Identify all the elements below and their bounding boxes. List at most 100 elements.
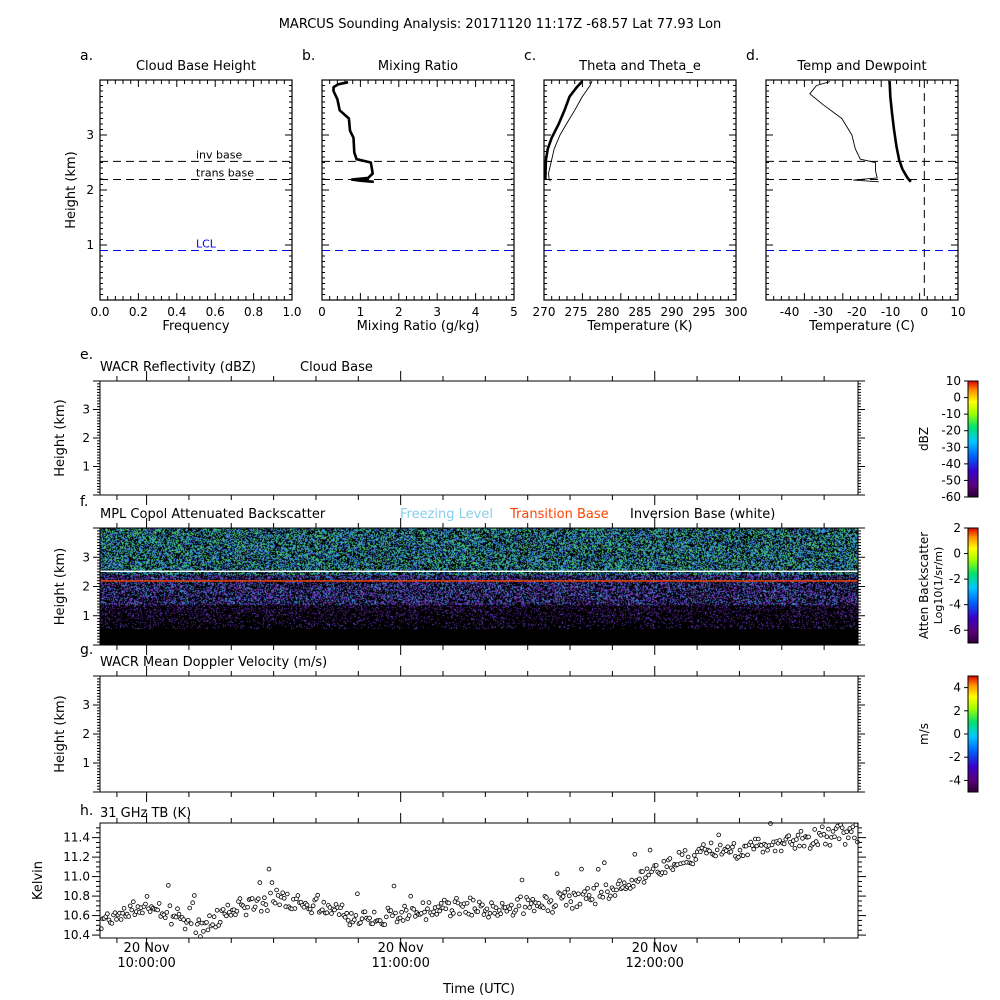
tb-point	[679, 852, 685, 857]
tb-point	[819, 824, 825, 830]
y-tick-label: 3	[86, 128, 94, 142]
tb-point	[586, 892, 592, 898]
tb-point	[185, 917, 191, 923]
tb-point	[155, 907, 161, 913]
tb-point	[585, 886, 590, 891]
tb-point	[566, 893, 572, 898]
tb-point	[676, 849, 682, 855]
backscatter-image	[100, 528, 858, 645]
panel-a: inv base trans base LCL 0.0 0.2 0.4 0.6 0.8 1.0 1…	[64, 48, 302, 334]
tb-point	[670, 867, 676, 872]
tb-point	[217, 919, 223, 925]
x-tick-label: -20	[847, 305, 867, 319]
legend-entry: Freezing Level	[400, 507, 493, 522]
panel-f: 1 2 3 Height (km) f. MPL Copol Attenuated Bac…	[53, 494, 979, 655]
y-tick-label: 1	[82, 609, 90, 623]
y-axis-label: Kelvin	[31, 861, 46, 900]
panel-letter: g.	[80, 642, 93, 658]
colorbar	[967, 380, 979, 498]
tb-point	[406, 913, 412, 918]
colorbar-tick-label: 2	[953, 521, 961, 535]
colorbar-tick-label: -40	[941, 457, 961, 471]
tb-point	[423, 917, 429, 922]
colorbar-tick-label: -4	[949, 598, 961, 612]
x-tick-label-date: 20 Nov	[378, 941, 424, 956]
tb-point	[765, 847, 770, 853]
tb-point	[778, 848, 784, 854]
tb-point	[565, 886, 571, 892]
tb-point	[484, 906, 490, 912]
tb-point	[345, 918, 351, 923]
tb-point	[522, 904, 528, 910]
tb-point	[210, 922, 215, 927]
x-tick-label: 1.0	[282, 305, 301, 319]
tb-point	[806, 834, 811, 840]
tb-point	[252, 904, 258, 910]
tb-point	[348, 911, 354, 916]
x-tick-label: 4	[472, 305, 480, 319]
panel-title: WACR Mean Doppler Velocity (m/s)	[100, 655, 327, 670]
y-tick-label: 3	[82, 550, 90, 564]
y-axis-label: Height (km)	[53, 695, 68, 772]
hline-label: inv base	[196, 148, 242, 161]
tb-point	[310, 903, 316, 909]
tb-point	[393, 910, 398, 916]
tb-point	[487, 910, 493, 916]
tb-point	[324, 910, 330, 915]
tb-point	[682, 848, 688, 853]
tb-point	[515, 897, 520, 902]
tb-point	[498, 911, 504, 916]
tb-point	[486, 914, 491, 920]
tb-point	[594, 882, 599, 888]
tb-point	[830, 829, 836, 834]
tb-point	[315, 892, 321, 898]
tb-point	[431, 909, 436, 915]
tb-point	[845, 835, 851, 841]
figure-title: MARCUS Sounding Analysis: 20171120 11:17…	[279, 17, 722, 32]
profile-line	[544, 80, 584, 180]
tb-point	[640, 869, 645, 874]
tb-point	[190, 900, 196, 905]
y-tick-label: 11.2	[63, 850, 90, 864]
panel-letter: a.	[80, 48, 93, 64]
colorbar-tick-label: 10	[946, 374, 961, 388]
x-tick-label: 280	[597, 305, 620, 319]
colorbar-label: m/s	[917, 723, 931, 745]
colorbar-tick-label: -2	[949, 750, 961, 764]
tb-point	[598, 889, 604, 895]
tb-point	[852, 835, 857, 841]
y-tick-label: 2	[82, 727, 90, 741]
x-tick-label: 285	[629, 305, 652, 319]
tb-point	[382, 922, 388, 927]
tb-point	[332, 907, 337, 913]
tb-point	[140, 910, 145, 916]
y-axis-label: Height (km)	[53, 548, 68, 625]
tb-point	[527, 905, 532, 910]
x-tick-label: 3	[433, 305, 441, 319]
y-tick-label: 3	[82, 698, 90, 712]
tb-point	[792, 846, 798, 851]
tb-point	[821, 831, 827, 837]
tb-point	[370, 921, 375, 927]
tb-point	[228, 912, 234, 918]
tb-point	[641, 880, 647, 885]
panel-b: 0 1 2 3 4 5 Mixing Ratio (g/kg) Mixing Ratio b.	[302, 48, 518, 334]
colorbar-tick-label: -20	[941, 424, 961, 438]
x-tick-label: 0.6	[206, 305, 225, 319]
plot-frame	[99, 380, 859, 496]
colorbar-tick-label: 2	[953, 704, 961, 718]
tb-point	[797, 843, 802, 849]
tb-point	[205, 927, 211, 933]
tb-point	[685, 854, 691, 860]
tb-point	[245, 904, 250, 910]
tb-point	[164, 910, 170, 915]
tb-point	[568, 899, 574, 904]
tb-point	[118, 917, 124, 922]
tb-point	[342, 914, 348, 920]
tb-point	[560, 894, 566, 899]
tb-point	[225, 902, 231, 908]
y-tick-label: 2	[82, 431, 90, 445]
tb-point	[603, 882, 609, 888]
tb-point	[608, 893, 613, 899]
